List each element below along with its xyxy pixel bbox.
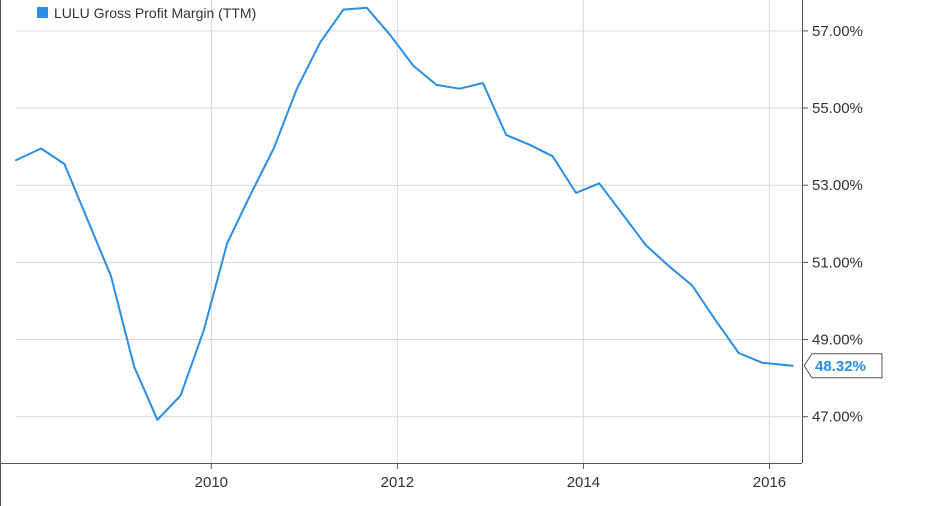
y-tick-label: 53.00% — [812, 177, 863, 194]
grid-layer — [16, 0, 802, 463]
series-layer — [15, 6, 794, 421]
x-axis-ticks: 2010 2012 2014 2016 — [195, 463, 786, 491]
x-tick-label: 2014 — [567, 474, 600, 491]
axis-layer — [0, 0, 803, 506]
y-tick-label: 57.00% — [812, 23, 863, 40]
legend-label: LULU Gross Profit Margin (TTM) — [54, 5, 256, 21]
y-tick-label: 51.00% — [812, 254, 863, 271]
legend-swatch — [37, 7, 48, 18]
last-value-label: 48.32% — [815, 358, 866, 375]
y-tick-label: 47.00% — [812, 409, 863, 426]
x-tick-label: 2010 — [195, 474, 228, 491]
legend[interactable]: LULU Gross Profit Margin (TTM) — [37, 5, 256, 21]
x-tick-label: 2012 — [381, 474, 414, 491]
y-axis-ticks: 47.00% 49.00% 51.00% 53.00% 55.00% 57.00% — [802, 23, 863, 426]
y-tick-label: 55.00% — [812, 100, 863, 117]
last-value-box — [803, 353, 883, 379]
y-tick-label: 49.00% — [812, 332, 863, 349]
x-tick-label: 2016 — [753, 474, 786, 491]
series-line — [15, 6, 794, 421]
last-value-callout: 48.32% — [803, 353, 883, 379]
